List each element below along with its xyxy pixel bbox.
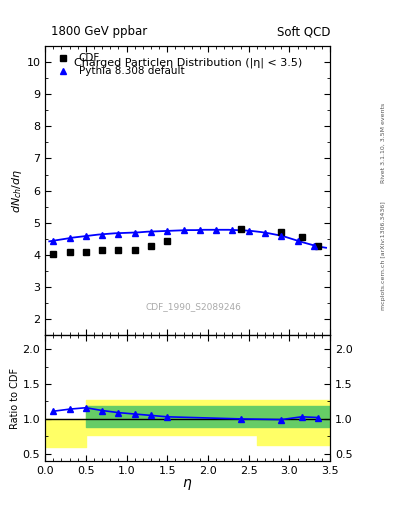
Pythia 8.308 default — [279, 233, 284, 239]
Pythia 8.308 default — [181, 227, 186, 233]
Pythia 8.308 default — [116, 230, 121, 237]
Pythia 8.308 default — [263, 229, 267, 236]
Pythia 8.308 default — [230, 227, 235, 233]
Text: mcplots.cern.ch [arXiv:1306.3436]: mcplots.cern.ch [arXiv:1306.3436] — [381, 202, 386, 310]
Pythia 8.308 default — [67, 236, 72, 242]
Line: CDF: CDF — [50, 226, 321, 258]
CDF — [299, 234, 304, 240]
CDF — [116, 247, 121, 253]
CDF — [279, 229, 284, 236]
Pythia 8.308 default — [246, 228, 251, 234]
Pythia 8.308 default — [84, 233, 88, 239]
Text: Charged Particleη Distribution (|η| < 3.5): Charged Particleη Distribution (|η| < 3.… — [73, 58, 302, 68]
Pythia 8.308 default — [295, 238, 300, 244]
CDF — [316, 243, 320, 249]
Text: Soft QCD: Soft QCD — [277, 26, 330, 38]
Text: Rivet 3.1.10, 3.5M events: Rivet 3.1.10, 3.5M events — [381, 103, 386, 183]
Line: Pythia 8.308 default: Pythia 8.308 default — [50, 226, 317, 249]
CDF — [100, 247, 105, 253]
Text: 1800 GeV ppbar: 1800 GeV ppbar — [51, 26, 147, 38]
Pythia 8.308 default — [165, 228, 170, 234]
Pythia 8.308 default — [100, 232, 105, 238]
X-axis label: $\eta$: $\eta$ — [182, 477, 193, 492]
Text: CDF_1990_S2089246: CDF_1990_S2089246 — [145, 302, 241, 311]
CDF — [149, 243, 153, 249]
Pythia 8.308 default — [312, 243, 316, 249]
Pythia 8.308 default — [51, 238, 56, 244]
CDF — [238, 226, 243, 232]
Pythia 8.308 default — [132, 229, 137, 236]
Pythia 8.308 default — [149, 229, 153, 235]
Y-axis label: Ratio to CDF: Ratio to CDF — [10, 368, 20, 429]
CDF — [84, 248, 88, 254]
CDF — [132, 247, 137, 253]
Pythia 8.308 default — [214, 227, 219, 233]
CDF — [51, 251, 56, 257]
CDF — [165, 238, 170, 244]
Legend: CDF, Pythia 8.308 default: CDF, Pythia 8.308 default — [50, 51, 186, 78]
CDF — [67, 249, 72, 255]
Pythia 8.308 default — [198, 227, 202, 233]
Y-axis label: $dN_{ch}/d\eta$: $dN_{ch}/d\eta$ — [9, 168, 24, 213]
